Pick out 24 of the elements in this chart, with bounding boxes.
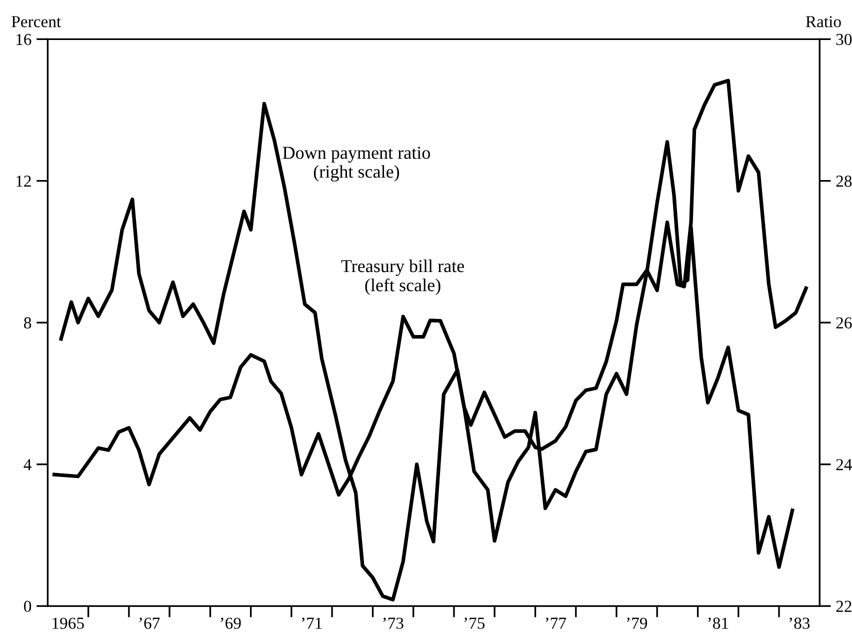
x-tick-label: ’83 <box>790 618 810 629</box>
series-label: Treasury bill rate (left scale) <box>341 259 464 296</box>
x-tick-label: 1965 <box>52 618 84 629</box>
y-axis-title: Percent <box>12 16 62 28</box>
y2-tick-label: 24 <box>836 459 852 470</box>
y2-tick-label: 22 <box>836 600 852 612</box>
x-tick-label: ’81 <box>708 618 728 629</box>
x-tick-label: ’73 <box>383 618 404 629</box>
y-tick-label: 8 <box>24 317 32 329</box>
x-tick-label: ’77 <box>546 618 566 629</box>
y-tick-label: 4 <box>24 459 32 470</box>
x-tick-label: ’69 <box>220 618 241 629</box>
x-tick-label: ’71 <box>302 618 322 629</box>
series-label: Down payment ratio (right scale) <box>282 146 430 182</box>
x-tick-label: ’67 <box>139 618 160 629</box>
y-tick-label: 16 <box>16 34 32 46</box>
y-tick-label: 0 <box>24 600 32 612</box>
x-tick-label: ’79 <box>626 618 648 629</box>
y2-tick-label: 28 <box>836 176 852 187</box>
x-tick-label: ’75 <box>464 618 485 629</box>
y-tick-label: 12 <box>16 176 31 187</box>
y2-tick-label: 30 <box>836 34 852 46</box>
y2-axis-title: Ratio <box>806 16 841 28</box>
y2-tick-label: 26 <box>836 317 852 329</box>
